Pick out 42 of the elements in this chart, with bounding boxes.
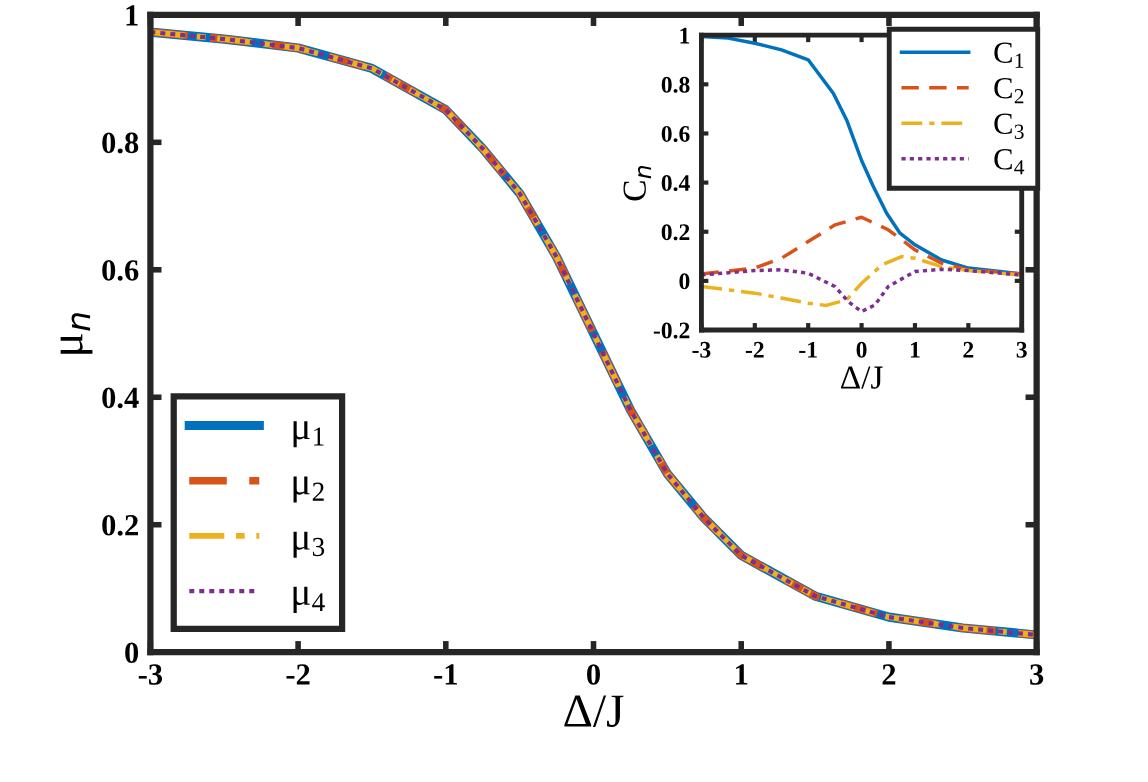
y-tick-label: 0.2 [661,224,690,241]
x-tick-label: -1 [434,664,457,685]
x-axis-title: Δ/J [564,695,624,728]
y-tick-label: 0.8 [102,132,139,154]
x-tick-label: -2 [286,664,310,685]
legend-label: μ$_{4}$ [293,586,325,614]
line-series [701,215,1022,276]
x-tick-label: 0 [587,664,600,685]
line-series [701,267,1022,314]
legend-label: C$_{1}$ [994,42,1024,68]
y-tick-label: 0.6 [102,260,139,281]
x-tick-label: 2 [882,664,896,685]
x-tick-label: 1 [736,664,748,685]
x-tick-label: -3 [692,341,711,358]
y-tick-label: 0.2 [102,515,138,536]
y-tick-label: -0.2 [653,322,690,339]
legend-label: C$_{4}$ [994,149,1025,175]
y-tick-label: 1 [126,5,138,26]
y-tick-label: 0.4 [102,387,139,409]
legend-label: C$_{3}$ [994,113,1024,139]
x-tick-label: 2 [963,341,974,358]
x-tick-label: -2 [745,341,764,358]
x-axis-title: Δ/J [841,366,883,389]
x-tick-label: 3 [1016,341,1027,358]
y-tick-label: 0.8 [661,76,690,93]
y-axis-title: μ$_{n}$ [60,313,93,354]
y-axis-title: C$_{n}$ [623,166,652,201]
line-series [701,254,1022,308]
x-tick-label: 3 [1030,664,1044,685]
y-tick-label: 0 [125,642,139,664]
y-tick-label: 1 [680,27,690,44]
y-tick-label: 0 [679,273,690,290]
y-tick-label: 0.6 [661,125,690,142]
legend-label: μ$_{1}$ [293,421,324,448]
x-tick-label: -3 [138,664,163,685]
x-tick-label: 1 [910,341,920,358]
x-tick-label: 0 [856,341,867,358]
legend-label: C$_{2}$ [994,77,1024,104]
y-tick-label: 0.4 [661,175,690,192]
legend-label: μ$_{3}$ [293,531,325,558]
x-tick-label: -1 [799,341,817,358]
legend-label: μ$_{2}$ [293,476,324,503]
